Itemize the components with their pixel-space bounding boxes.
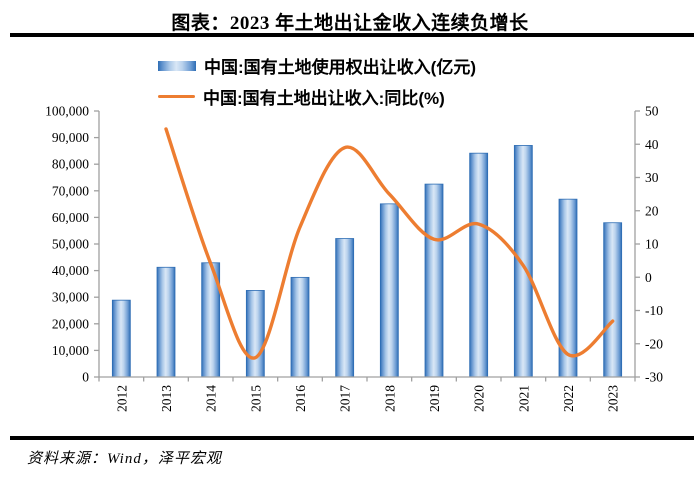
right-axis-label: 0	[645, 270, 652, 285]
left-axis-label: 90,000	[52, 130, 89, 145]
bar-2020	[469, 152, 489, 378]
bar-2021	[513, 145, 533, 378]
left-axis-label: 10,000	[52, 343, 89, 358]
right-axis: -30 -20 -10 0 10 20 30 40 50	[635, 104, 663, 385]
bar-2023	[603, 222, 623, 378]
right-axis-label: 30	[645, 170, 659, 185]
x-axis-label-2016: 2016	[293, 385, 308, 412]
x-axis-label-2020: 2020	[472, 385, 487, 412]
source-note: 资料来源：Wind，泽平宏观	[27, 451, 222, 467]
left-axis-label: 40,000	[52, 263, 89, 278]
page-title: 图表：2023 年土地出让金收入连续负增长	[171, 13, 529, 34]
bottom-divider	[10, 436, 694, 440]
left-axis-label: 50,000	[52, 237, 89, 252]
left-axis-label: 0	[82, 370, 89, 385]
right-axis-label: 20	[645, 203, 659, 218]
x-axis-label-2018: 2018	[382, 385, 397, 412]
right-axis-label: -30	[645, 370, 663, 385]
bars	[111, 145, 623, 378]
left-axis-label: 100,000	[45, 104, 89, 119]
right-axis-label: 40	[645, 137, 659, 152]
legend-item-revenue: 中国:国有土地使用权出让收入(亿元)	[158, 54, 476, 77]
x-axis-label-2021: 2021	[516, 385, 531, 412]
left-axis: 0 10,000 20,000 30,000 40,000 50,000 60,000 70,…	[45, 104, 99, 385]
line-series-swatch-icon	[158, 94, 195, 99]
bar-2018	[379, 203, 399, 378]
x-axis-label-2012: 2012	[114, 385, 129, 412]
yoy-line	[164, 127, 615, 360]
bar-2015	[245, 290, 265, 378]
top-divider	[10, 33, 694, 37]
x-axis-label-2022: 2022	[561, 385, 576, 412]
right-axis-label: -10	[645, 303, 663, 318]
x-axis-label-2017: 2017	[338, 385, 353, 412]
bar-2016	[290, 276, 310, 378]
bar-2013	[156, 266, 176, 378]
left-axis-label: 60,000	[52, 210, 89, 225]
right-axis-label: 10	[645, 237, 659, 252]
legend-item-yoy: 中国:国有土地出让收入:同比(%)	[158, 85, 476, 108]
bar-2012	[111, 299, 131, 378]
legend-label-yoy: 中国:国有土地出让收入:同比(%)	[203, 89, 445, 108]
left-axis-label: 80,000	[52, 157, 89, 172]
left-axis-label: 70,000	[52, 183, 89, 198]
legend: 中国:国有土地使用权出让收入(亿元) 中国:国有土地出让收入:同比(%)	[158, 54, 476, 116]
x-axis-label-2015: 2015	[248, 385, 263, 412]
right-axis-label: 50	[645, 104, 659, 119]
x-axis-label-2014: 2014	[204, 385, 219, 412]
x-axis-label-2023: 2023	[606, 385, 621, 412]
left-axis-label: 30,000	[52, 290, 89, 305]
x-axis-label-2019: 2019	[427, 385, 442, 412]
x-axis: 2012 2013 2014 2015 2016 2017 2018 2019 2020 2021…	[98, 377, 636, 412]
bar-2019	[424, 183, 444, 378]
x-axis-label-2013: 2013	[159, 385, 174, 412]
right-axis-label: -20	[645, 336, 663, 351]
legend-label-revenue: 中国:国有土地使用权出让收入(亿元)	[204, 58, 476, 77]
bar-series-swatch-icon	[158, 60, 196, 71]
bar-2017	[335, 238, 355, 378]
left-axis-label: 20,000	[52, 316, 89, 331]
